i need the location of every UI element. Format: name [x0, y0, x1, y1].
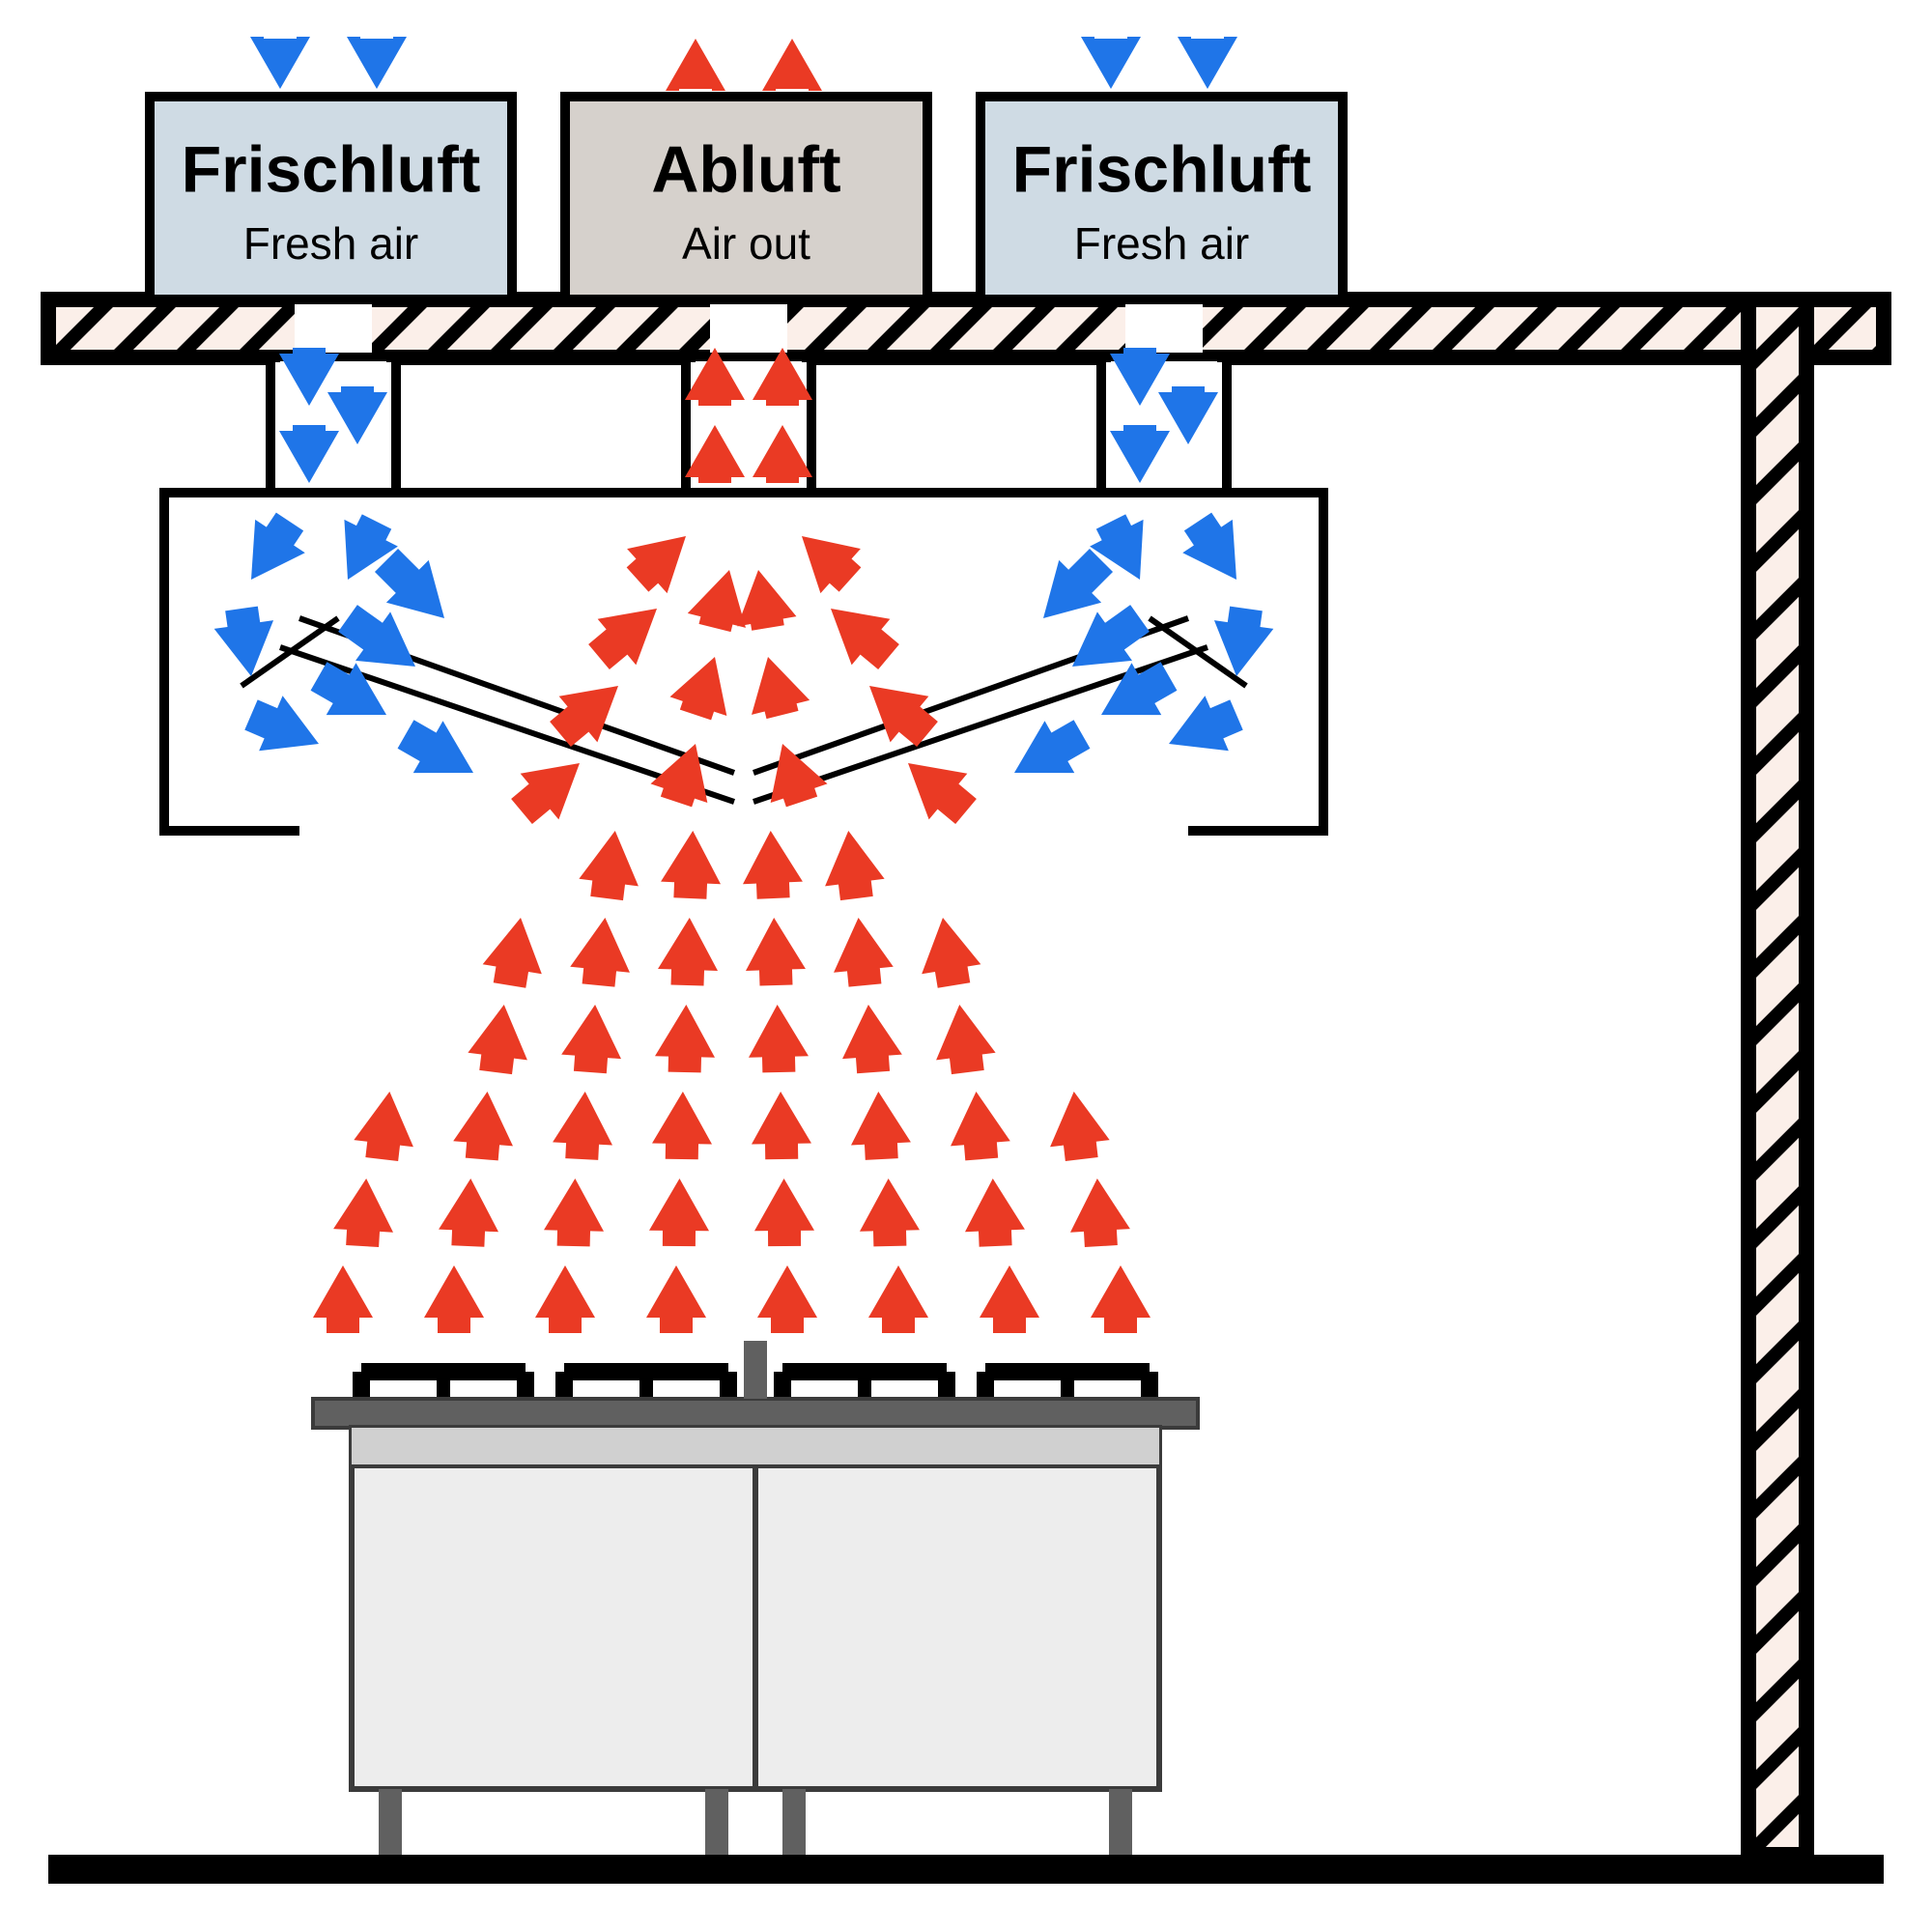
flow-arrow [666, 39, 725, 91]
flow-arrow [754, 1179, 814, 1246]
flow-arrow [655, 1005, 715, 1072]
ventilation-diagram: Frischluft Fresh air Abluft Air out Frischlu… [0, 0, 1932, 1932]
floor [48, 1855, 1884, 1884]
flow-arrow [757, 1265, 817, 1333]
exhaust-box-title: Abluft [651, 133, 840, 207]
flow-arrow [834, 918, 894, 987]
fresh-air-right-box-subtitle: Fresh air [1074, 218, 1249, 269]
flow-arrow [354, 1092, 413, 1161]
flow-arrow [860, 1179, 920, 1246]
flow-arrow [868, 1265, 928, 1333]
flow-arrow [250, 37, 310, 89]
flow-arrow [652, 1092, 712, 1159]
fresh-air-right-box-title: Frischluft [1012, 133, 1312, 207]
flow-arrow [439, 1179, 498, 1247]
flow-arrow [535, 1265, 595, 1333]
flow-arrow [743, 831, 803, 899]
flow-arrow [842, 1005, 902, 1073]
flow-arrow [825, 831, 885, 900]
flow-arrow [1081, 37, 1141, 89]
exhaust-box-subtitle: Air out [682, 218, 810, 269]
flow-arrow [752, 1092, 811, 1159]
flow-arrow [851, 1092, 911, 1160]
flow-arrow [347, 37, 407, 89]
flow-arrow [749, 1005, 809, 1072]
flow-arrow [1178, 37, 1237, 89]
flow-arrow [453, 1092, 513, 1160]
flow-arrow [1091, 1265, 1151, 1333]
flow-arrow [561, 1005, 621, 1073]
flow-arrow [658, 918, 718, 986]
flow-arrow [951, 1092, 1010, 1160]
flow-arrow [965, 1179, 1025, 1247]
flow-arrow [579, 831, 639, 900]
flow-arrow [333, 1179, 393, 1247]
flow-arrow [570, 918, 630, 987]
flow-arrow [922, 918, 980, 988]
flow-arrow [980, 1265, 1039, 1333]
flow-arrow [424, 1265, 484, 1333]
flow-arrow [1050, 1092, 1110, 1161]
hood-body [164, 493, 1323, 831]
flow-arrow [313, 1265, 373, 1333]
flow-arrow [468, 1005, 527, 1074]
flow-arrow [746, 918, 806, 986]
flow-arrow [661, 831, 721, 899]
flow-arrow [649, 1179, 709, 1246]
flow-arrow [762, 39, 822, 91]
flow-arrow [483, 918, 542, 988]
fresh-air-left-box-title: Frischluft [182, 133, 481, 207]
flow-arrow [1070, 1179, 1130, 1247]
flow-arrow [553, 1092, 612, 1160]
stove-worktop [313, 1399, 1198, 1428]
flow-arrow [936, 1005, 996, 1074]
fresh-air-left-box-subtitle: Fresh air [243, 218, 418, 269]
flow-arrow [544, 1179, 604, 1246]
flow-arrow [646, 1265, 706, 1333]
